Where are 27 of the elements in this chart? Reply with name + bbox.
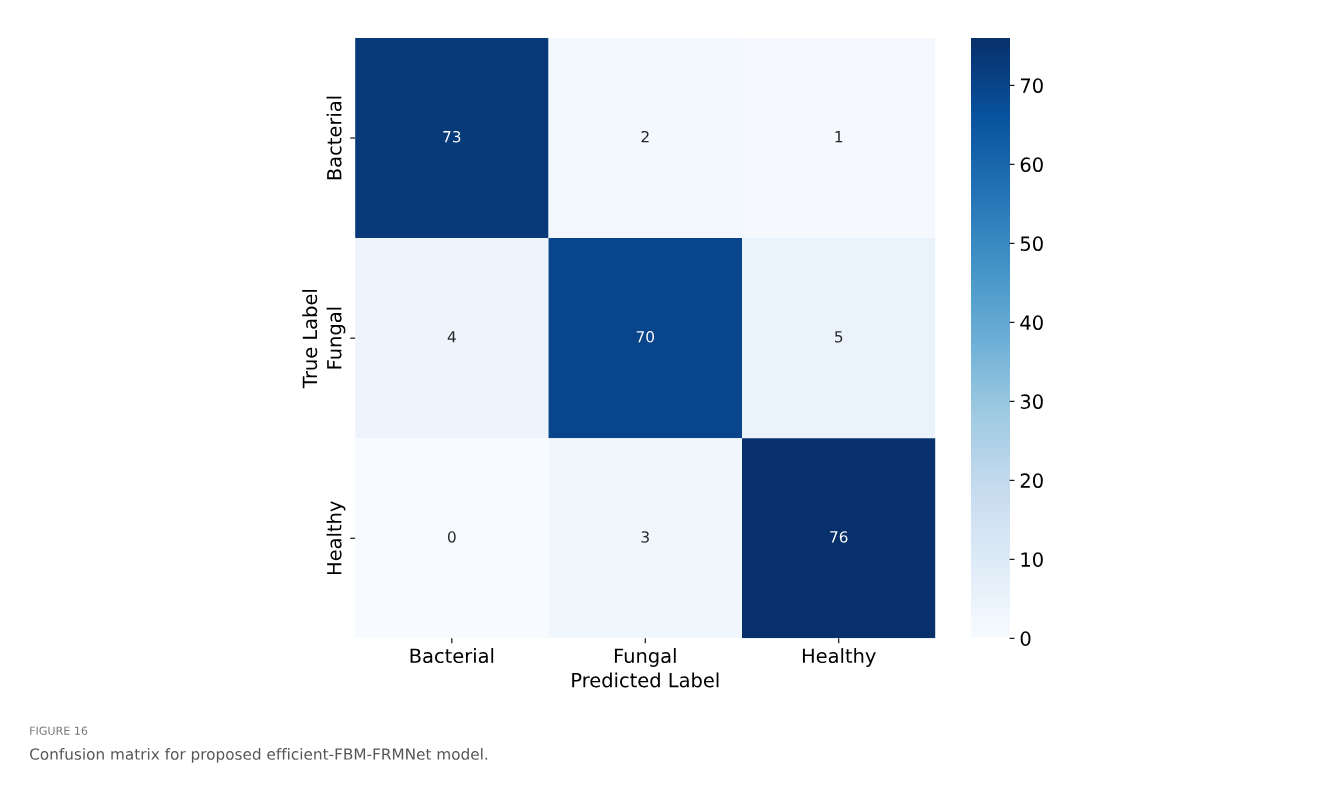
x-axis-title: Predicted Label xyxy=(572,672,719,688)
color-bar-label: 60 xyxy=(1020,157,1043,173)
x-tick-label: Bacterial xyxy=(410,648,494,664)
data-label: 73 xyxy=(443,130,461,143)
data-label: 76 xyxy=(830,531,848,543)
data-label: 1 xyxy=(835,131,843,143)
color-bar-label: 50 xyxy=(1020,236,1043,252)
x-tick-label: Healthy xyxy=(802,648,876,667)
data-label: 4 xyxy=(447,331,456,343)
caption: FIGURE 16 xyxy=(30,726,88,735)
y-tick-label: Bacterial xyxy=(326,96,342,180)
x-tick-label: Fungal xyxy=(614,648,676,667)
data-label: 0 xyxy=(447,531,456,543)
color-bar-label: 10 xyxy=(1021,552,1043,567)
data-label: 2 xyxy=(641,130,649,143)
data-label: 5 xyxy=(835,331,843,343)
color-bar-label: 40 xyxy=(1020,315,1043,331)
color-bar-label: 0 xyxy=(1020,631,1031,646)
color-bar-label: 20 xyxy=(1020,473,1043,489)
y-tick-label: Fungal xyxy=(326,307,346,369)
text: Confusion matrix for proposed efficient-FBM-FRMNet model. xyxy=(30,748,488,763)
color-bar-label: 70 xyxy=(1020,78,1043,94)
color-bar-label: 30 xyxy=(1020,394,1043,410)
data-label: 70 xyxy=(636,331,654,343)
y-tick-label: Healthy xyxy=(326,501,346,575)
data-label: 3 xyxy=(641,531,649,543)
y-axis-title: True Label xyxy=(302,290,318,389)
